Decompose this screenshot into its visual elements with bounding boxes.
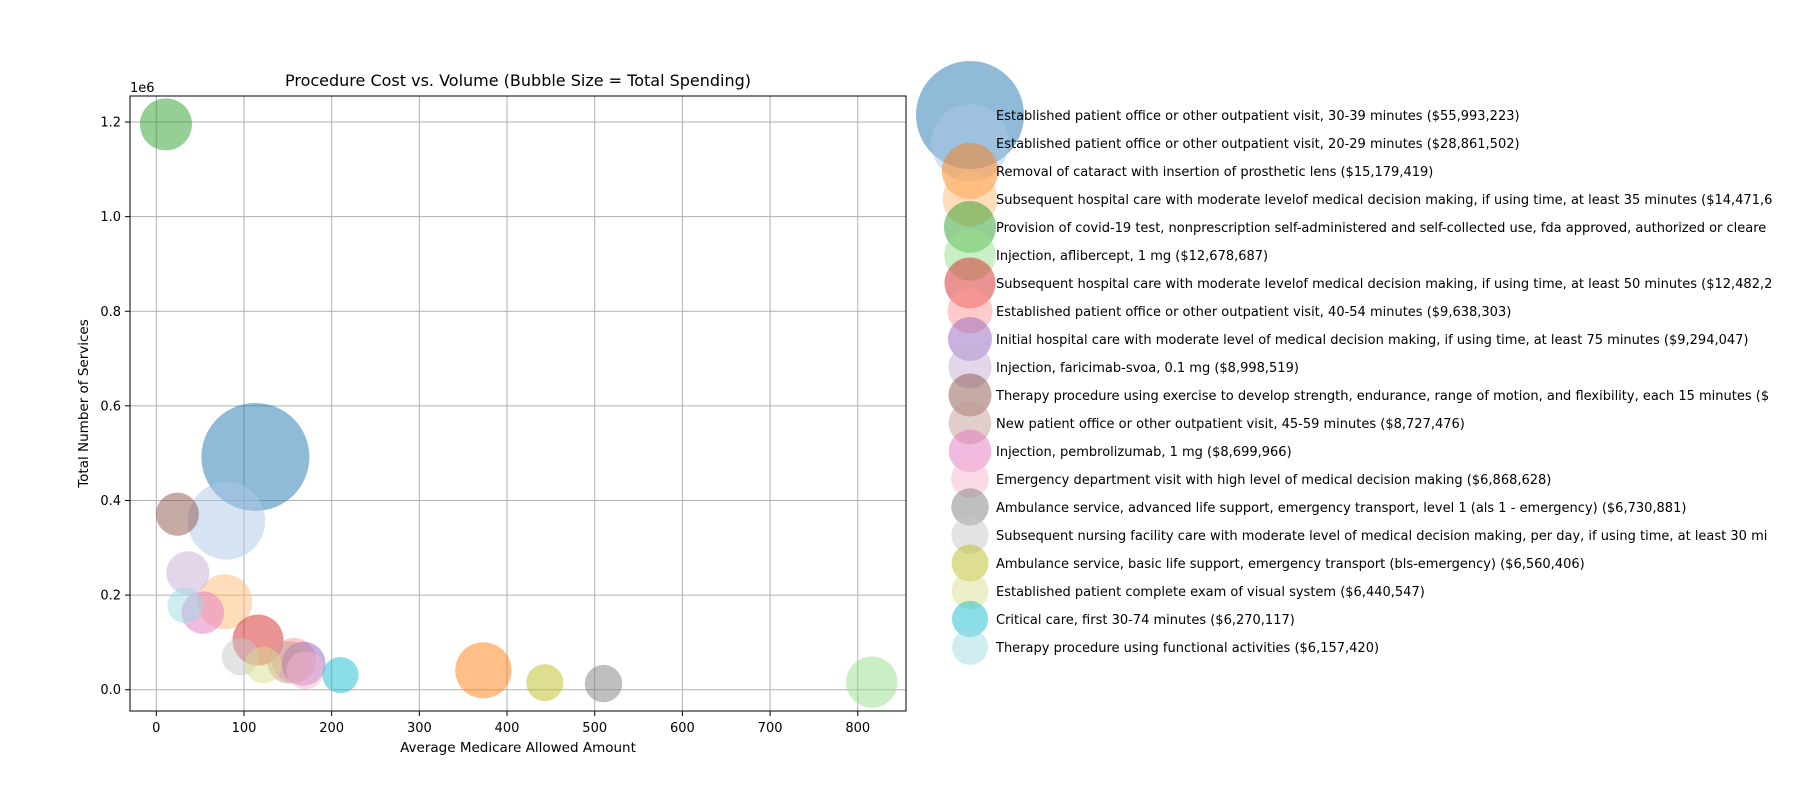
- legend-label: Ambulance service, advanced life support…: [996, 501, 1686, 516]
- legend-label: Established patient office or other outp…: [996, 305, 1511, 320]
- y-tick-label: 0.8: [100, 305, 121, 320]
- y-tick-label: 0.6: [100, 399, 121, 414]
- bubble: [455, 642, 512, 699]
- x-tick-label: 200: [319, 721, 344, 736]
- y-tick-label: 0.2: [100, 589, 121, 604]
- legend-label: Therapy procedure using functional activ…: [995, 641, 1379, 656]
- legend-label: Injection, aflibercept, 1 mg ($12,678,68…: [996, 249, 1268, 264]
- plot-area-frame: [129, 95, 907, 712]
- legend-label: Subsequent hospital care with moderate l…: [996, 193, 1772, 208]
- bubble: [286, 651, 325, 690]
- bubble: [166, 551, 210, 595]
- legend-label: Subsequent hospital care with moderate l…: [996, 277, 1772, 292]
- y-tick-label: 1.0: [100, 210, 121, 225]
- legend-label: Therapy procedure using exercise to deve…: [995, 389, 1769, 404]
- legend-marker: [951, 544, 989, 582]
- x-tick-label: 400: [495, 721, 520, 736]
- legend-label: New patient office or other outpatient v…: [996, 417, 1465, 432]
- bubble: [244, 646, 282, 684]
- x-tick-label: 100: [232, 721, 257, 736]
- x-tick-label: 300: [407, 721, 432, 736]
- x-axis-label: Average Medicare Allowed Amount: [400, 740, 636, 756]
- bubble: [187, 482, 266, 560]
- bubble-series: [139, 98, 898, 708]
- legend-label: Subsequent nursing facility care with mo…: [996, 529, 1767, 544]
- legend-label: Provision of covid-19 test, nonprescript…: [996, 221, 1766, 236]
- legend: Established patient office or other outp…: [916, 61, 1772, 665]
- legend-label: Established patient complete exam of vis…: [996, 585, 1425, 600]
- legend-label: Established patient office or other outp…: [996, 137, 1520, 152]
- legend-label: Ambulance service, basic life support, e…: [996, 557, 1585, 572]
- legend-marker: [951, 460, 989, 498]
- legend-marker: [951, 572, 989, 610]
- legend-label: Injection, pembrolizumab, 1 mg ($8,699,9…: [996, 445, 1292, 460]
- bubble: [846, 656, 898, 708]
- legend-label: Emergency department visit with high lev…: [996, 473, 1551, 488]
- x-tick-label: 700: [758, 721, 783, 736]
- legend-label: Initial hospital care with moderate leve…: [996, 333, 1748, 348]
- y-axis-offset-label: 1e6: [130, 81, 155, 96]
- legend-marker: [951, 488, 989, 526]
- x-tick-label: 0: [152, 721, 160, 736]
- bubble: [584, 664, 623, 703]
- legend-label: Critical care, first 30-74 minutes ($6,2…: [996, 613, 1295, 628]
- x-tick-label: 600: [670, 721, 695, 736]
- legend-label: Injection, faricimab-svoa, 0.1 mg ($8,99…: [996, 361, 1299, 376]
- legend-marker: [951, 516, 989, 554]
- bubble: [155, 492, 199, 536]
- legend-marker: [952, 629, 988, 665]
- legend-label: Removal of cataract with insertion of pr…: [996, 165, 1433, 180]
- bubble: [322, 656, 359, 694]
- legend-marker: [948, 429, 992, 473]
- legend-label: Established patient office or other outp…: [996, 109, 1520, 124]
- x-tick-label: 500: [582, 721, 607, 736]
- y-axis-label: Total Number of Services: [76, 319, 92, 489]
- bubble: [139, 98, 192, 151]
- chart-title: Procedure Cost vs. Volume (Bubble Size =…: [285, 71, 751, 90]
- axis-ticks: 0 100 200 300 400 500 600 700 800 0.0 0.2 0.4 0.6 0.8…: [100, 116, 870, 736]
- x-tick-label: 800: [845, 721, 870, 736]
- y-tick-label: 1.2: [100, 116, 121, 131]
- y-tick-label: 0.4: [100, 494, 121, 509]
- y-tick-label: 0.0: [100, 683, 121, 698]
- bubble: [167, 587, 204, 624]
- legend-marker: [951, 600, 989, 638]
- bubble: [526, 664, 564, 702]
